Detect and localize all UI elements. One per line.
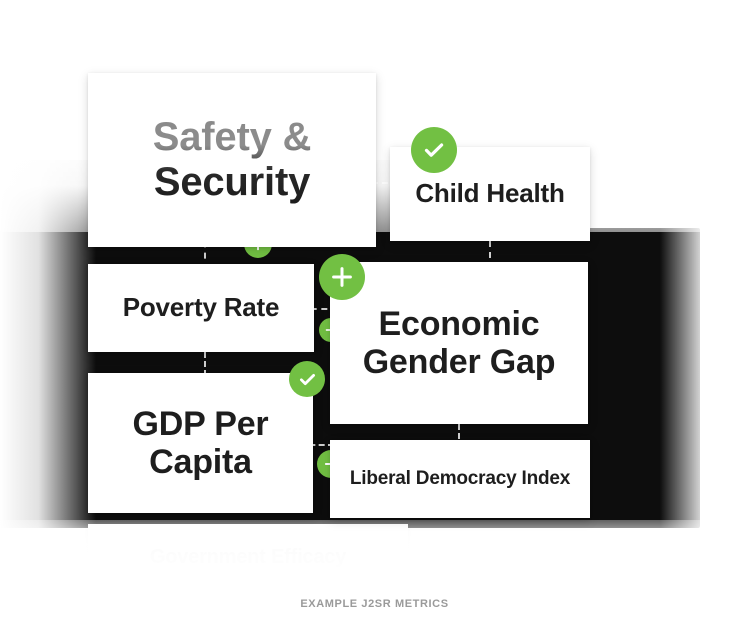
connector-vertical-child-lower: [489, 241, 491, 269]
metric-card-label-line1: GDP Per: [132, 404, 269, 443]
metric-card-safety-security[interactable]: Safety & Security: [88, 73, 376, 247]
metric-card-label: Economic Gender Gap: [363, 305, 556, 381]
metric-card-poverty-rate[interactable]: Poverty Rate: [88, 264, 314, 352]
connector-horizontal-gdp: [300, 444, 334, 446]
fade-overlay-bottom: [0, 520, 749, 627]
metric-card-label-line1: Safety &: [152, 115, 312, 160]
plus-badge-economic-gender-gap[interactable]: [319, 254, 365, 300]
check-icon: [421, 137, 447, 163]
metric-card-label: Safety & Security: [153, 115, 311, 205]
metric-card-label-line2: Capita: [149, 443, 252, 481]
plus-icon: [330, 265, 354, 289]
connector-vertical-left-upper: [204, 230, 206, 270]
check-icon: [297, 369, 318, 390]
metric-card-label-line1: Economic: [378, 304, 540, 343]
metric-card-economic-gender-gap[interactable]: Economic Gender Gap: [330, 262, 588, 424]
fade-overlay-left: [0, 0, 96, 627]
fade-overlay-right: [660, 0, 749, 627]
metric-card-label: Child Health: [415, 178, 565, 209]
check-badge-gdp-per-capita[interactable]: [289, 361, 325, 397]
metric-card-gdp-per-capita[interactable]: GDP Per Capita: [88, 373, 313, 513]
metric-card-label: Poverty Rate: [122, 292, 280, 323]
metric-card-label: GDP Per Capita: [133, 405, 269, 481]
connector-vertical-economic: [458, 424, 460, 448]
connector-horizontal-poverty: [300, 308, 338, 310]
diagram-caption: EXAMPLE J2SR METRICS: [300, 598, 449, 610]
check-badge-child-health[interactable]: [411, 127, 457, 173]
metric-card-label: Liberal Democracy Index: [349, 468, 571, 490]
connector-vertical-poverty: [204, 352, 206, 376]
metric-card-label-line2: Security: [153, 160, 311, 204]
metric-card-liberal-democracy-index[interactable]: Liberal Democracy Index: [330, 440, 590, 518]
metric-card-label-line2: Gender Gap: [362, 343, 556, 381]
